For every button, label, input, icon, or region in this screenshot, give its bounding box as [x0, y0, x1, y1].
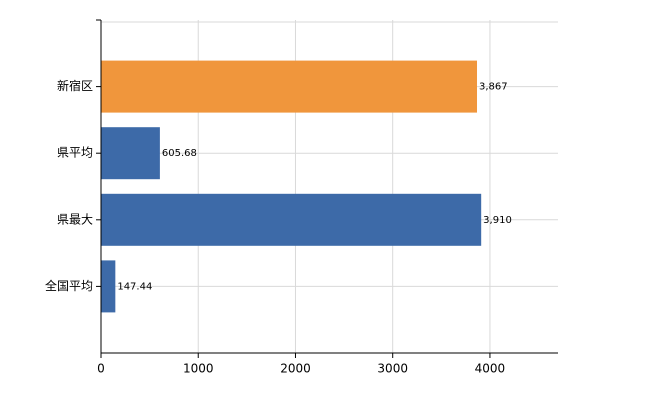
bar	[101, 127, 160, 180]
x-tick-label: 3000	[377, 362, 408, 376]
bar	[101, 193, 482, 246]
value-label: 147.44	[117, 281, 152, 292]
value-label: 605.68	[162, 148, 197, 159]
bar	[101, 260, 116, 313]
x-tick-label: 4000	[475, 362, 506, 376]
y-tick-label: 新宿区	[57, 78, 93, 93]
y-tick-label: 全国平均	[45, 278, 93, 293]
y-tick-label: 県平均	[57, 146, 93, 160]
x-tick-label: 2000	[280, 362, 311, 376]
bar	[101, 60, 478, 113]
value-label: 3,910	[483, 215, 512, 226]
x-tick-label: 1000	[183, 362, 214, 376]
x-tick-label: 0	[97, 362, 105, 376]
value-label: 3,867	[479, 82, 508, 93]
y-tick-label: 県最大	[57, 212, 93, 226]
